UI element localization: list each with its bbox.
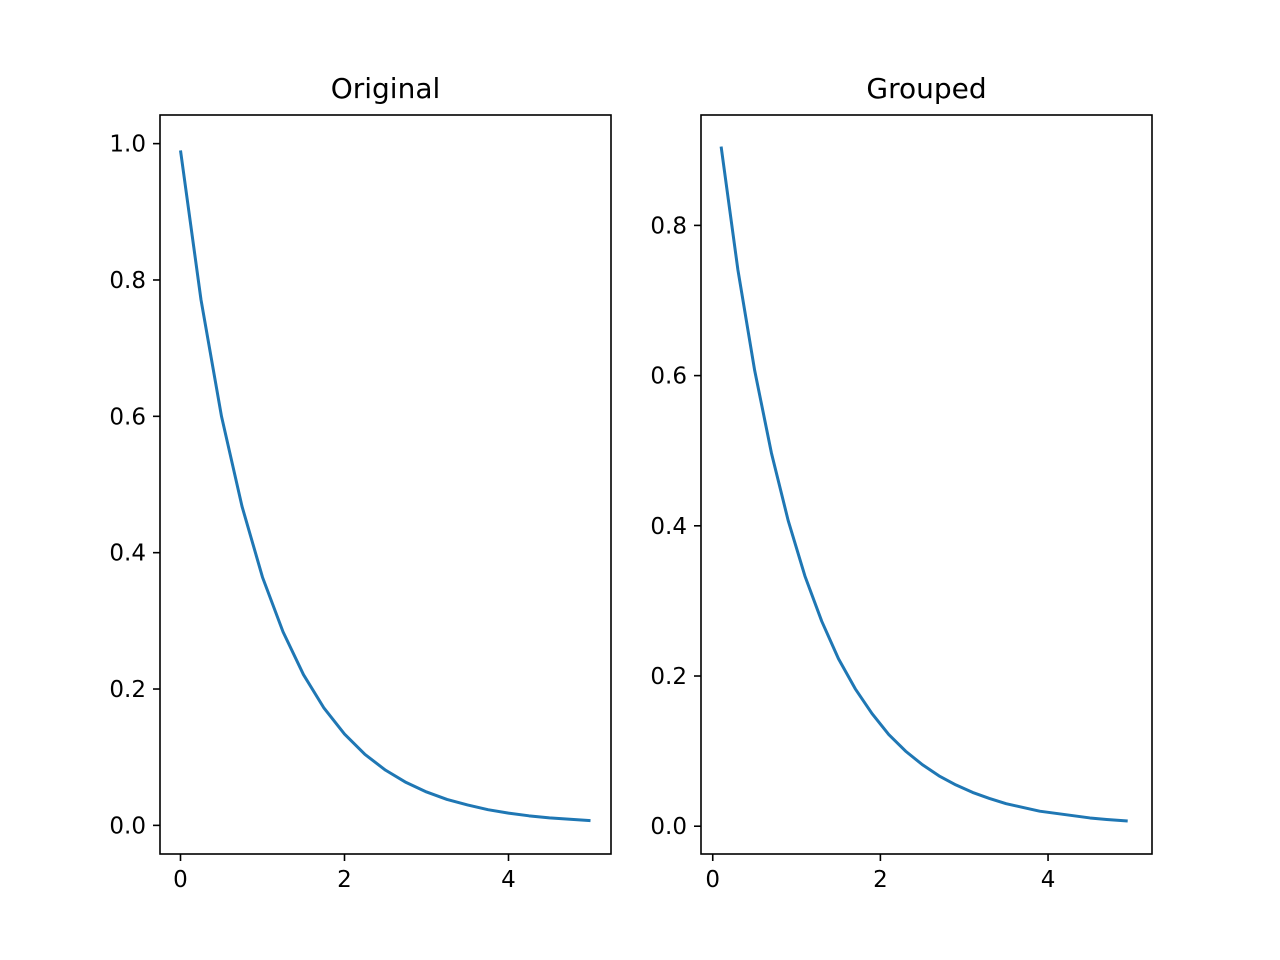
y-tick-label: 0.4 — [650, 514, 687, 540]
y-tick-label: 0.0 — [650, 814, 687, 840]
x-tick-label: 2 — [337, 867, 352, 893]
x-tick-label: 2 — [873, 867, 888, 893]
y-tick-label: 0.6 — [109, 404, 146, 430]
axes-frame-grouped — [700, 114, 1153, 855]
series-line-original — [179, 150, 591, 823]
x-tick-label: 0 — [705, 867, 720, 893]
y-tick-label: 0.2 — [109, 677, 146, 703]
y-tick-label: 0.4 — [109, 541, 146, 567]
panel-original: Original 0 2 4 0.0 0.2 0.4 0.6 0.8 1.0 — [109, 72, 612, 893]
y-tick-label: 0.2 — [650, 664, 687, 690]
y-tick-label: 0.0 — [109, 813, 146, 839]
chart-title-original: Original — [331, 72, 441, 105]
axes-frame-original — [159, 114, 612, 855]
x-tick-label: 0 — [173, 867, 188, 893]
panel-grouped: Grouped 0 2 4 0.0 0.2 0.4 0.6 0.8 — [650, 72, 1153, 893]
y-tick-label: 0.8 — [109, 268, 146, 294]
x-tick-label: 4 — [501, 867, 516, 893]
series-line-grouped — [719, 146, 1128, 823]
y-tick-label: 0.6 — [650, 364, 687, 390]
x-tick-label: 4 — [1041, 867, 1056, 893]
y-tick-label: 0.8 — [650, 213, 687, 239]
y-tick-label: 1.0 — [109, 132, 146, 158]
chart-title-grouped: Grouped — [866, 72, 986, 105]
